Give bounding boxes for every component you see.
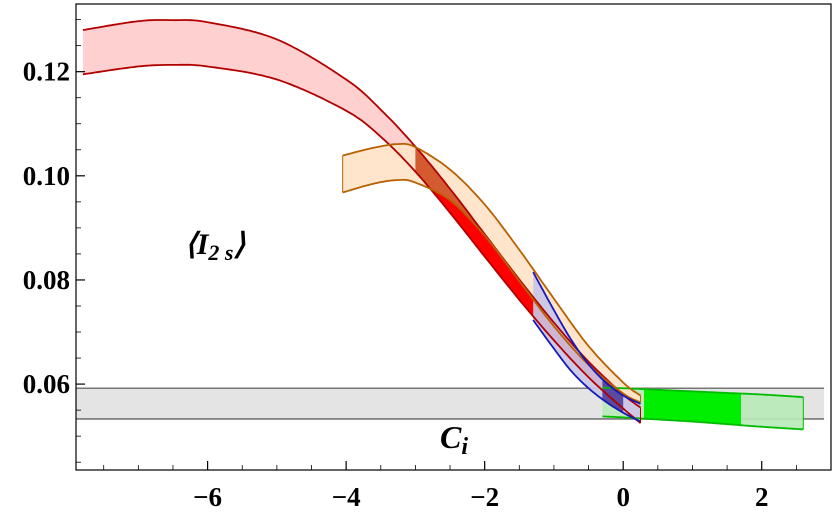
- blue-band: [533, 272, 641, 422]
- green-band-lower-edge: [602, 415, 804, 431]
- red-band-upper-edge: [82, 19, 642, 409]
- x-tick-label: −6: [193, 482, 222, 512]
- orange-band-upper-edge: [342, 143, 641, 397]
- curve-label-subscript: 2 s: [207, 240, 233, 265]
- curve-label-close: ⟩: [233, 228, 245, 261]
- bands-layer: [76, 19, 825, 431]
- band-label-subscript: i: [461, 434, 468, 460]
- red-band: [82, 20, 641, 424]
- y-tick-label: 0.06: [23, 369, 70, 399]
- y-tick-label: 0.12: [23, 57, 70, 87]
- blue-band-lower-edge: [532, 319, 641, 423]
- green-band-highlight: [644, 389, 741, 426]
- axes-layer: −6 −4 −2 0 2 0.06 0.08 0.10 0.12: [23, 19, 797, 512]
- curve-label: ⟨I2 s⟩: [185, 228, 245, 265]
- y-tick-label: 0.08: [23, 265, 70, 295]
- x-tick-label: −2: [470, 482, 499, 512]
- x-tick-label: −4: [332, 482, 361, 512]
- x-tick-label: 2: [755, 482, 769, 512]
- plot-frame: [75, 3, 832, 471]
- y-tick-label: 0.10: [23, 161, 70, 191]
- green-band-upper-edge: [602, 386, 804, 398]
- blue-band-upper-edge: [532, 271, 641, 405]
- x-tick-label: 0: [616, 482, 630, 512]
- red-band-lower-edge: [82, 63, 642, 424]
- band-label: Ci: [440, 419, 468, 460]
